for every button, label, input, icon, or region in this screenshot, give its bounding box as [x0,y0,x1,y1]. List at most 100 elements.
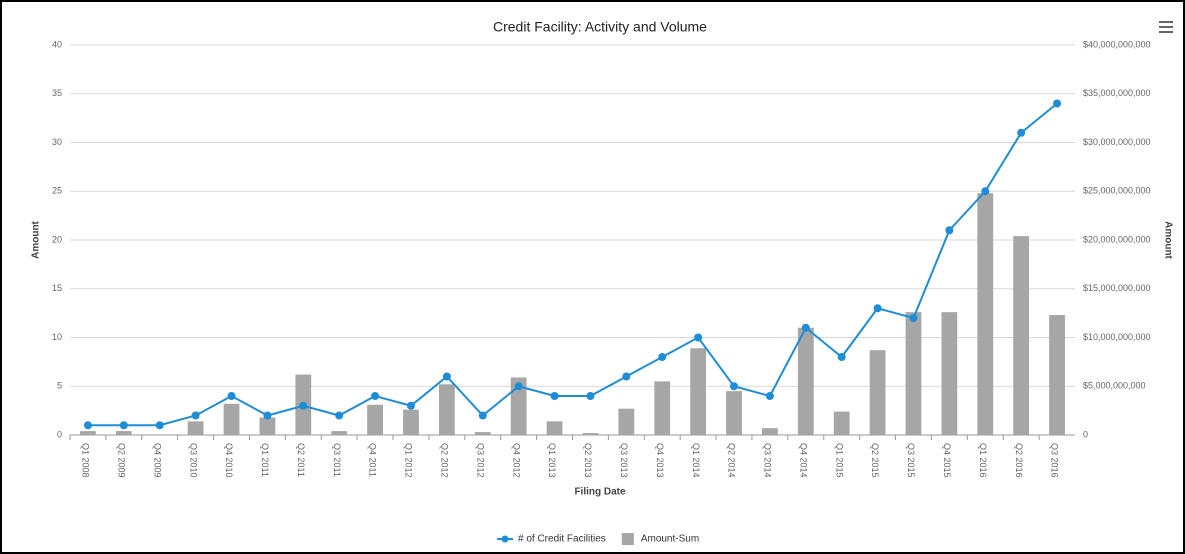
y2-axis-title: Amount [1162,221,1173,259]
legend-label: # of Credit Facilities [518,534,606,545]
x-tick-label: Q1 2008 [81,443,91,478]
bar [941,312,958,435]
point [586,392,595,400]
y-tick-label: 0 [57,429,62,439]
bar [726,391,742,435]
point [406,401,415,410]
line [87,102,1058,427]
x-tick-label: Q4 2010 [224,443,234,478]
point [442,372,451,381]
x-tick-label: Q2 2015 [870,443,880,478]
menu-icon[interactable] [1159,21,1173,33]
y2-tick-label: $15,000,000,000 [1083,283,1151,293]
bar [762,428,778,435]
x-tick-label: Q1 2012 [404,443,414,478]
x-tick-label: Q4 2013 [655,443,665,478]
bar [1013,236,1030,435]
y2-tick-label: $40,000,000,000 [1083,39,1151,49]
x-tick-label: Q3 2011 [332,443,342,477]
point [1017,128,1026,137]
x-tick-label: Q2 2011 [296,443,306,477]
bar [582,433,599,435]
x-tick-label: Q3 2013 [619,443,629,478]
bar [510,377,527,435]
x-tick-label: Q3 2012 [475,443,485,478]
y-tick-label: 10 [52,332,62,342]
point [371,392,380,400]
y2-tick-label: $30,000,000,000 [1083,137,1151,147]
x-tick-label: Q1 2015 [834,443,844,478]
point [658,353,667,361]
x-tick-label: Q3 2010 [188,443,198,478]
x-tick-label: Q3 2016 [1050,443,1060,478]
y-tick-label: 20 [52,234,62,244]
bar [654,381,671,435]
point [263,411,272,420]
y-tick-label: 25 [52,186,62,196]
point [622,372,631,381]
legend-swatch [501,535,509,543]
point [514,382,523,391]
x-tick-label: Q4 2011 [368,443,378,477]
point [550,392,559,400]
x-tick-label: Q2 2009 [116,443,126,478]
bar [869,350,886,435]
point [1053,99,1062,108]
bar [1049,315,1065,435]
y2-tick-label: $35,000,000,000 [1083,88,1151,98]
bar [690,348,707,435]
legend-label: Amount-Sum [641,534,699,545]
bar [797,327,814,435]
bar [546,421,563,435]
x-tick-label: Q4 2015 [942,443,952,478]
x-tick-label: Q1 2013 [547,443,557,478]
y-tick-label: 35 [52,88,62,98]
bar [259,417,276,435]
x-tick-label: Q4 2014 [798,443,808,478]
y2-tick-label: $25,000,000,000 [1083,186,1151,196]
x-tick-label: Q1 2011 [260,443,270,477]
x-tick-label: Q3 2014 [763,443,773,478]
x-tick-label: Q2 2014 [727,443,737,478]
x-tick-label: Q1 2016 [978,443,988,478]
y2-tick-label: $5,000,000,000 [1083,381,1146,391]
bar [115,431,132,435]
point [945,226,954,235]
x-tick-label: Q2 2012 [440,443,450,478]
legend-swatch [621,533,634,545]
point [83,421,92,430]
bar [403,409,419,435]
bar [474,432,491,435]
point [478,411,487,420]
bar [438,384,455,435]
bar [187,421,204,435]
chart-title: Credit Facility: Activity and Volume [493,19,707,35]
point [335,411,344,420]
point [981,187,990,196]
y-axis-title: Amount [31,220,42,258]
point [191,411,200,420]
bar [367,404,383,435]
point [730,382,739,391]
point [765,392,774,400]
y-tick-label: 30 [52,137,62,147]
point [801,323,810,332]
point [837,353,846,361]
y2-tick-label: $20,000,000,000 [1083,234,1151,244]
bar [618,408,635,435]
point [909,314,918,322]
point [227,392,236,400]
bar [80,431,96,435]
x-tick-label: Q1 2014 [691,443,701,478]
x-tick-label: Q3 2015 [906,443,916,478]
point [155,421,164,430]
x-tick-label: Q2 2013 [583,443,593,478]
point [694,333,703,342]
y2-tick-label: 0 [1083,429,1088,439]
x-tick-label: Q4 2009 [152,443,162,478]
bar [223,403,240,435]
x-axis-title: Filing Date [574,487,626,498]
point [119,421,128,430]
y-tick-label: 5 [57,381,62,391]
